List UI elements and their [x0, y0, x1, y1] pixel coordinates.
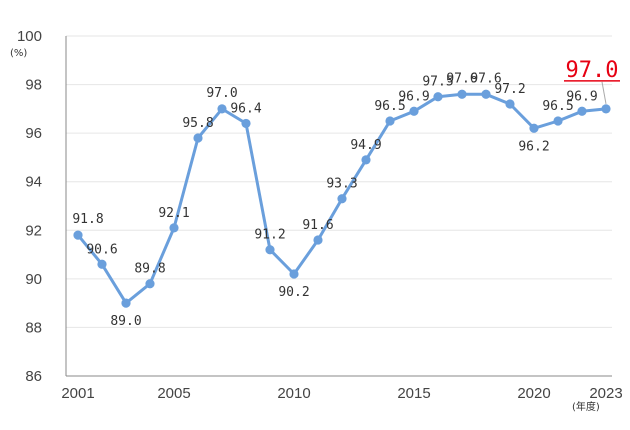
data-point	[169, 223, 179, 233]
x-axis-unit: (年度)	[572, 400, 600, 413]
data-point	[577, 106, 587, 116]
data-label: 97.0	[206, 86, 237, 101]
data-label: 96.9	[398, 89, 429, 104]
data-label: 96.4	[230, 101, 261, 116]
data-point	[121, 298, 131, 308]
axes	[65, 36, 612, 377]
data-point	[385, 116, 395, 126]
data-point	[505, 99, 515, 109]
data-point	[529, 123, 539, 133]
y-tick-label: 86	[25, 368, 42, 385]
data-point	[433, 92, 443, 102]
highlight-leader	[601, 81, 607, 104]
data-label: 95.8	[182, 116, 213, 131]
data-point	[241, 118, 251, 129]
data-point	[97, 259, 107, 269]
data-point	[361, 155, 371, 165]
data-label: 91.8	[72, 212, 103, 227]
y-tick-label: 88	[25, 319, 42, 336]
data-point	[481, 89, 491, 99]
data-point	[313, 235, 323, 245]
data-point	[337, 194, 347, 204]
data-labels: 91.890.689.089.892.195.897.096.491.290.2…	[72, 58, 620, 329]
data-label: 97.2	[494, 82, 525, 97]
data-label: 97.6	[470, 71, 501, 86]
series-line-group	[73, 89, 611, 308]
data-point	[145, 279, 155, 289]
data-point	[265, 245, 275, 255]
y-tick-label: 96	[25, 125, 42, 142]
data-point	[289, 269, 299, 279]
y-tick-label: 98	[25, 77, 42, 94]
data-point	[73, 230, 83, 240]
x-tick-label: 2010	[277, 385, 310, 402]
x-tick-label: 2005	[157, 385, 190, 402]
data-point	[553, 116, 563, 126]
y-tick-labels: 86 88 90 92 94 96 98 100	[17, 28, 42, 385]
x-tick-label: 2023	[589, 385, 622, 402]
data-label: 90.2	[278, 285, 309, 300]
highlight-label: 97.0	[566, 58, 619, 83]
data-label: 96.5	[542, 99, 573, 114]
x-tick-labels: 2001 2005 2010 2015 2020 2023	[61, 385, 622, 402]
data-label: 97.5	[422, 75, 453, 90]
data-label: 92.1	[158, 206, 189, 221]
data-label: 93.3	[326, 177, 357, 192]
data-label: 94.9	[350, 138, 381, 153]
data-label: 91.6	[302, 218, 333, 233]
data-label: 91.2	[254, 228, 285, 243]
data-point	[457, 89, 467, 99]
y-tick-label: 90	[25, 271, 42, 288]
x-tick-label: 2020	[517, 385, 550, 402]
y-tick-label: 94	[25, 174, 42, 191]
gridlines	[66, 35, 612, 328]
y-tick-label: 92	[25, 222, 42, 239]
x-tick-label: 2015	[397, 385, 430, 402]
data-label: 96.2	[518, 139, 549, 154]
data-point	[193, 133, 203, 143]
data-point	[217, 104, 227, 114]
data-label: 96.5	[374, 99, 405, 114]
y-tick-label: 100	[17, 28, 42, 45]
data-label: 89.0	[110, 314, 141, 329]
y-axis-unit: (%)	[10, 48, 27, 59]
data-point	[601, 104, 611, 114]
data-label: 97.6	[446, 71, 477, 86]
data-label: 96.9	[566, 89, 597, 104]
data-label: 89.8	[134, 262, 165, 277]
x-tick-label: 2001	[61, 385, 94, 402]
data-point	[409, 106, 419, 116]
data-label: 90.6	[86, 242, 117, 257]
